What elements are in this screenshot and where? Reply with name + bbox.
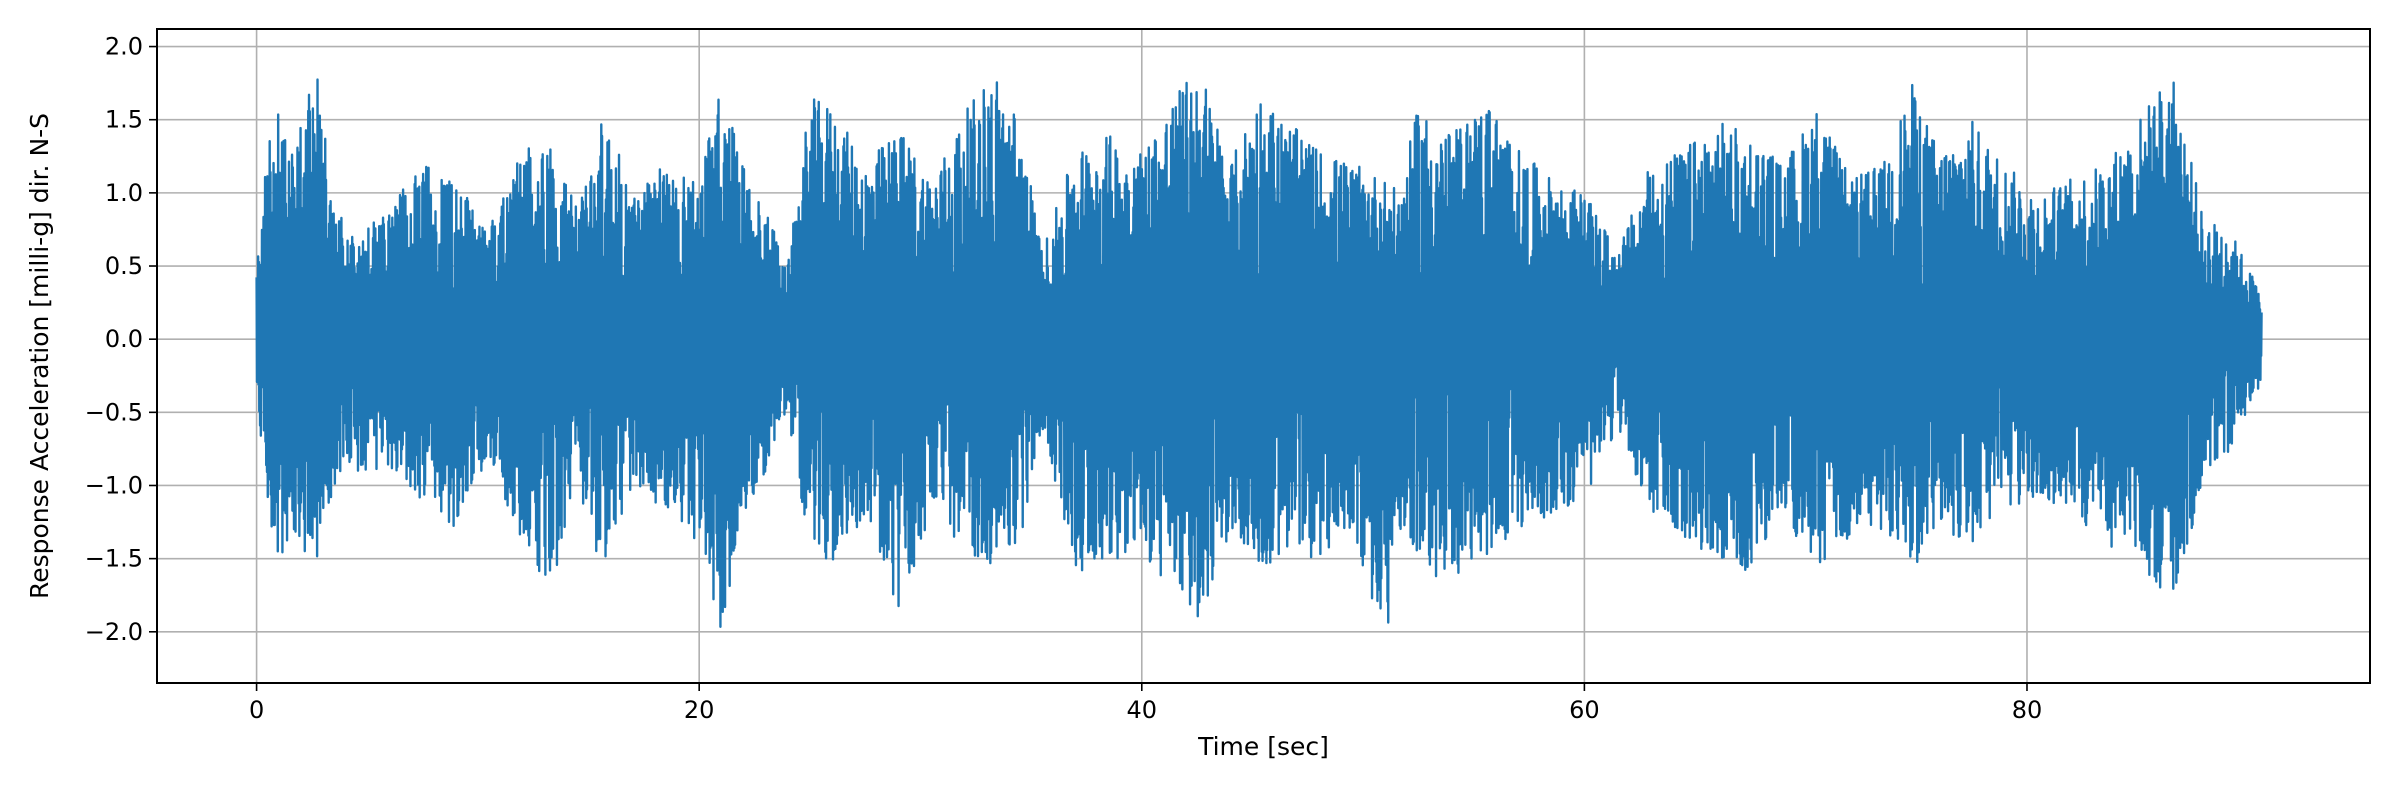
y-axis-label: Response Acceleration [milli-g] dir. N-S [25,113,54,599]
y-tick-label: −2.0 [85,618,143,646]
y-tick-label: 0.5 [105,252,143,280]
x-tick-label: 0 [249,696,264,724]
x-axis-ticks: 0 20 40 60 80 [249,683,2042,724]
x-tick-label: 60 [1569,696,1600,724]
y-tick-label: 0.0 [105,325,143,353]
x-tick-label: 20 [684,696,715,724]
y-tick-label: 2.0 [105,33,143,61]
y-tick-label: 1.0 [105,179,143,207]
y-tick-label: −0.5 [85,398,143,426]
x-tick-label: 40 [1127,696,1158,724]
x-tick-label: 80 [2012,696,2043,724]
y-tick-label: 1.5 [105,106,143,134]
y-tick-label: −1.0 [85,471,143,499]
series-line [255,78,2263,628]
series-group [255,78,2263,628]
x-axis-label: Time [sec] [1197,732,1329,761]
y-tick-label: −1.5 [85,545,143,573]
y-axis-ticks: 2.0 1.5 1.0 0.5 0.0 −0.5 −1.0 −1.5 −2.0 [85,33,157,646]
plot-frame [156,28,2371,684]
